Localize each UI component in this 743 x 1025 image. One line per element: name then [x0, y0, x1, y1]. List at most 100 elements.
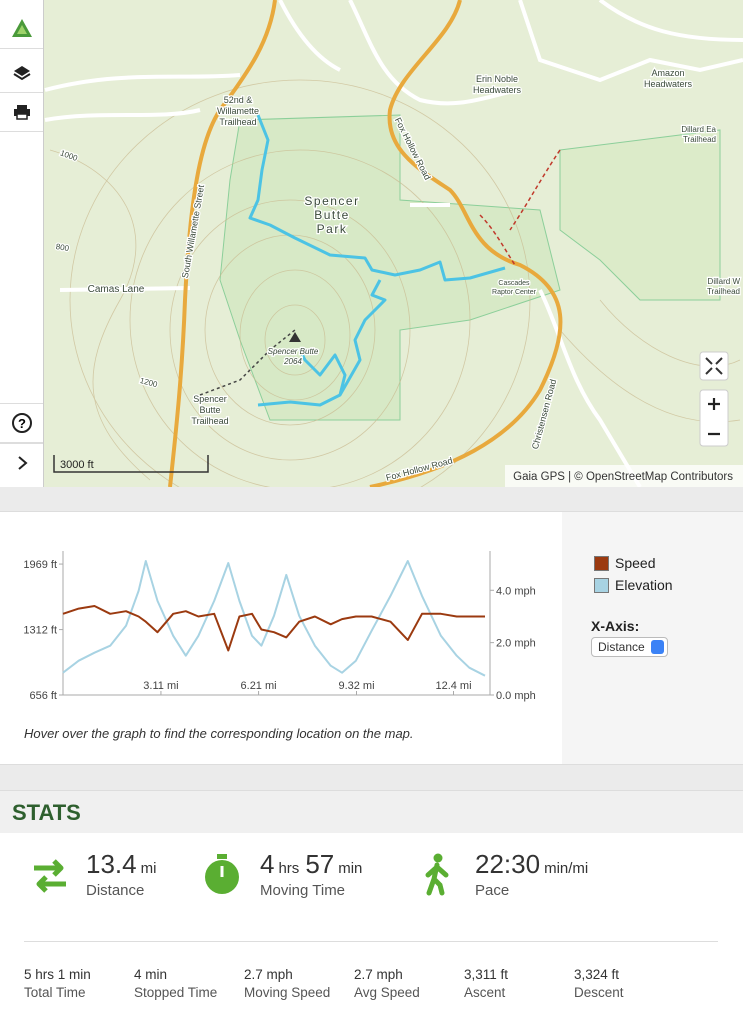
stat-label: Ascent	[464, 985, 506, 1000]
time-icon	[205, 854, 239, 894]
stat-label: Total Time	[24, 985, 86, 1000]
stat-label: Stopped Time	[134, 985, 218, 1000]
xaxis-option: Distance	[598, 640, 645, 654]
y-tick-label: 1969 ft	[23, 559, 57, 571]
stat-value: 3,324 ft	[574, 967, 620, 982]
map-label: Amazon	[651, 68, 684, 78]
logo[interactable]	[0, 10, 43, 49]
stat-value: 3,311 ft	[464, 967, 509, 982]
stat-value: 2.7 mph	[244, 967, 293, 982]
legend-item: Speed	[594, 552, 673, 574]
divider	[24, 941, 718, 942]
x-tick-label: 3.11 mi	[143, 680, 178, 692]
xaxis-label: X-Axis:	[591, 618, 640, 634]
map-label: Spencer	[193, 394, 227, 404]
legend-label: Elevation	[615, 577, 673, 593]
map-label: 52nd &	[224, 95, 253, 105]
x-tick-label: 6.21 mi	[241, 680, 277, 692]
y2-tick-label: 0.0 mph	[496, 690, 536, 702]
stat-value: 5 hrs 1 min	[24, 967, 91, 982]
map-label: Dillard W	[708, 277, 741, 286]
map-label: Trailhead	[683, 135, 716, 144]
chart-panel: 656 ft 1312 ft 1969 ft 0.0 mph 2.0 mph 4.0 mp…	[0, 511, 743, 765]
fullscreen-button[interactable]	[699, 351, 729, 381]
map-label: Cascades	[498, 280, 530, 287]
legend-label: Speed	[615, 555, 656, 571]
chart-note: Hover over the graph to find the corresp…	[24, 726, 414, 741]
series-line	[62, 605, 485, 652]
stat-unit: min	[338, 860, 363, 877]
map-label: Headwaters	[473, 85, 522, 95]
help-button[interactable]: ?	[0, 403, 43, 443]
y-tick-label: 656 ft	[29, 690, 57, 702]
stat-label: Moving Speed	[244, 985, 331, 1000]
chart[interactable]: 656 ft 1312 ft 1969 ft 0.0 mph 2.0 mph 4.0 mp…	[0, 512, 562, 712]
scale-bar	[53, 455, 209, 473]
stat-label: Avg Speed	[354, 985, 420, 1000]
map-label: Dillard Ea	[681, 125, 716, 134]
map-label: Trailhead	[191, 416, 228, 426]
stat-secondary: 5 hrs 1 min Total Time	[24, 967, 91, 1000]
y-tick-label: 1312 ft	[23, 625, 57, 637]
stat-value: 4 hrs 57 min	[260, 849, 368, 880]
stat-label: Distance	[86, 882, 145, 899]
map-label: Trailhead	[219, 117, 256, 127]
stat-secondary: 2.7 mph Avg Speed	[354, 967, 420, 1000]
attribution[interactable]: Gaia GPS | © OpenStreetMap Contributors	[513, 471, 733, 483]
map-label: Camas Lane	[88, 284, 145, 295]
stat-primary: 4 hrs 57 min Moving Time	[260, 849, 368, 899]
stat-label: Moving Time	[260, 882, 346, 899]
print-button[interactable]	[0, 93, 43, 132]
park-area	[219, 114, 561, 421]
legend-swatch	[594, 555, 609, 571]
distance-icon	[34, 859, 66, 893]
map-label: Butte	[314, 208, 350, 222]
stat-unit: mi	[140, 860, 157, 877]
map-label: Trailhead	[707, 287, 740, 296]
dashed-trail	[479, 149, 561, 266]
pace-icon	[425, 853, 449, 896]
stat-secondary: 3,311 ft Ascent	[464, 967, 508, 1000]
zoom-icons	[708, 398, 720, 436]
stats-title: STATS	[12, 800, 81, 825]
layers-button[interactable]	[0, 54, 43, 93]
route	[248, 114, 506, 407]
map-label: Spencer	[304, 194, 359, 208]
stat-number: 13.4	[86, 849, 137, 879]
stat-label: Pace	[475, 882, 510, 899]
stat-value: 22:30 min/mi	[475, 849, 594, 880]
scale-label: 3000 ft	[60, 459, 94, 471]
stats-header: STATS	[0, 791, 743, 833]
stat-value: 2.7 mph	[354, 967, 403, 982]
attribution-bg	[505, 465, 743, 487]
map-toolbar: ?	[0, 0, 44, 487]
x-tick-label: 9.32 mi	[338, 680, 374, 692]
stat-secondary: 2.7 mph Moving Speed	[244, 967, 330, 1000]
stat-value: 4 min	[134, 967, 168, 982]
map-label: Spencer Butte	[268, 347, 319, 356]
stat-secondary: 3,324 ft Descent	[574, 967, 624, 1000]
stat-number: 4	[260, 849, 275, 879]
stat-secondary: 4 min Stopped Time	[134, 967, 217, 1000]
streets	[44, 0, 743, 487]
zoom-control[interactable]	[699, 389, 729, 447]
y2-tick-label: 4.0 mph	[496, 585, 536, 597]
legend: Speed Elevation	[594, 552, 673, 596]
expand-button[interactable]	[0, 443, 43, 482]
legend-swatch	[594, 577, 609, 593]
stat-number: 57	[305, 849, 335, 879]
stat-unit: hrs	[278, 860, 300, 877]
summit-marker	[289, 332, 301, 342]
stat-primary: 22:30 min/mi Pace	[475, 849, 594, 899]
x-tick-label: 12.4 mi	[435, 680, 471, 692]
map-label: 2064	[283, 357, 302, 366]
stat-number: 22:30	[475, 849, 541, 879]
xaxis-select[interactable]: Distance	[591, 637, 668, 657]
map[interactable]: 52nd &WillametteTrailheadSpencerButtePar…	[0, 0, 743, 487]
y2-tick-label: 2.0 mph	[496, 638, 536, 650]
map-label: Willamette	[217, 106, 259, 116]
map-label: Raptor Center	[492, 289, 537, 296]
stats-panel: STATS 13.4 mi Distance 4 hrs 57 min Moving Time…	[0, 790, 743, 1025]
map-label: Headwaters	[644, 79, 693, 89]
stat-value: 13.4 mi	[86, 849, 162, 880]
